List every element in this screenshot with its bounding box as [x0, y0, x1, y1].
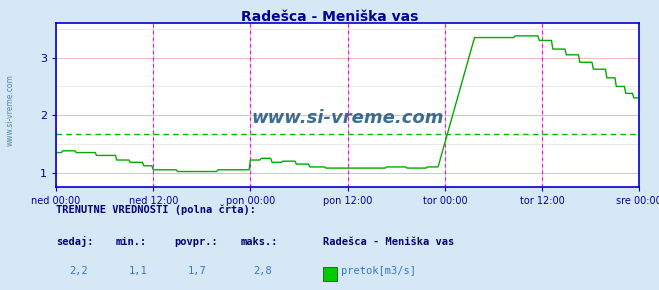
- Text: povpr.:: povpr.:: [175, 237, 218, 247]
- Text: www.si-vreme.com: www.si-vreme.com: [251, 109, 444, 127]
- Text: 1,1: 1,1: [129, 266, 147, 276]
- Text: 2,8: 2,8: [254, 266, 272, 276]
- Text: TRENUTNE VREDNOSTI (polna črta):: TRENUTNE VREDNOSTI (polna črta):: [56, 205, 256, 215]
- Text: sedaj:: sedaj:: [56, 236, 94, 247]
- Text: maks.:: maks.:: [241, 237, 278, 247]
- Text: www.si-vreme.com: www.si-vreme.com: [5, 74, 14, 146]
- Text: 2,2: 2,2: [69, 266, 88, 276]
- Text: pretok[m3/s]: pretok[m3/s]: [341, 266, 416, 276]
- Text: Radešca - Meniška vas: Radešca - Meniška vas: [241, 10, 418, 24]
- Text: 1,7: 1,7: [188, 266, 206, 276]
- Text: Radešca - Meniška vas: Radešca - Meniška vas: [323, 237, 454, 247]
- Text: min.:: min.:: [115, 237, 146, 247]
